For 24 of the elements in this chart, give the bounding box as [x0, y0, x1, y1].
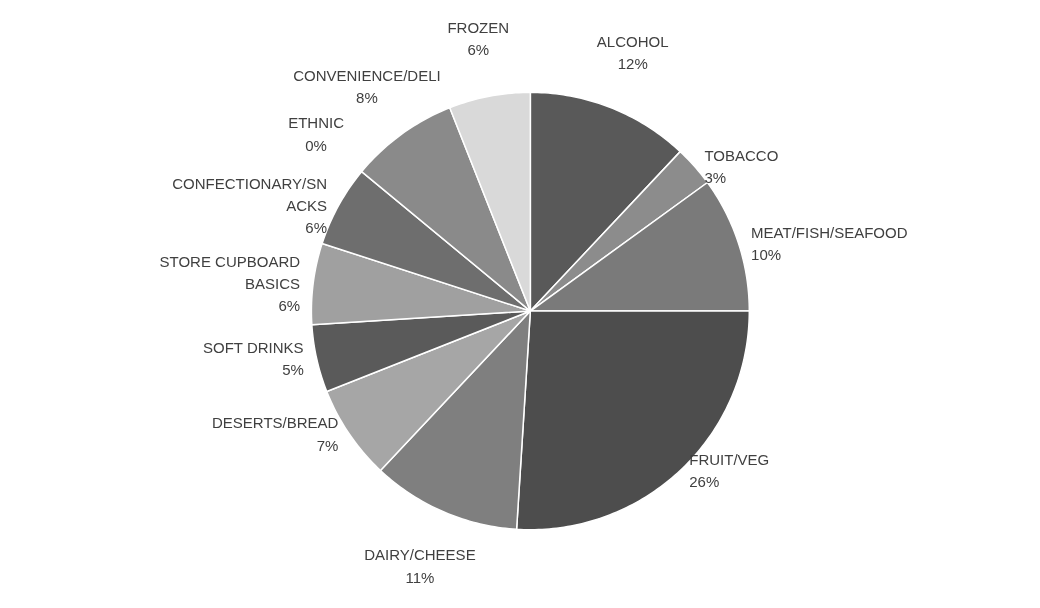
- data-label: 5%: [282, 361, 304, 379]
- slice-label: TOBACCO: [704, 146, 779, 164]
- data-label: 7%: [316, 436, 339, 454]
- data-label: 11%: [405, 568, 435, 586]
- slice-label: DESERTS/BREAD: [211, 414, 339, 432]
- slice-label: CONFECTIONARY/SNACKS: [172, 175, 327, 215]
- slice-label: STORE CUPBOARD BASICS: [159, 253, 301, 293]
- data-label: 6%: [305, 219, 327, 237]
- data-label: 26%: [689, 473, 720, 491]
- slice-label: MEAT/FISH/SEAFOOD: [751, 223, 908, 241]
- data-label: 10%: [751, 246, 782, 264]
- data-label: 3%: [704, 168, 727, 186]
- slice-label: ALCOHOL: [596, 33, 669, 51]
- category-label: ETHNIC: [288, 114, 345, 132]
- text: 0%: [305, 136, 327, 154]
- data-label: 6%: [278, 297, 301, 315]
- slice-label: CONVENIENCE/DELI: [293, 66, 441, 84]
- slice-label: DAIRY/CHEESE: [364, 546, 476, 564]
- data-label: 8%: [356, 88, 378, 106]
- slice-label: SOFT DRINKS: [203, 339, 304, 357]
- slice-label: FROZEN: [447, 18, 510, 36]
- slice-label: FRUIT/VEG: [689, 450, 770, 468]
- data-label: 6%: [467, 40, 490, 58]
- data-label: 12%: [617, 55, 648, 73]
